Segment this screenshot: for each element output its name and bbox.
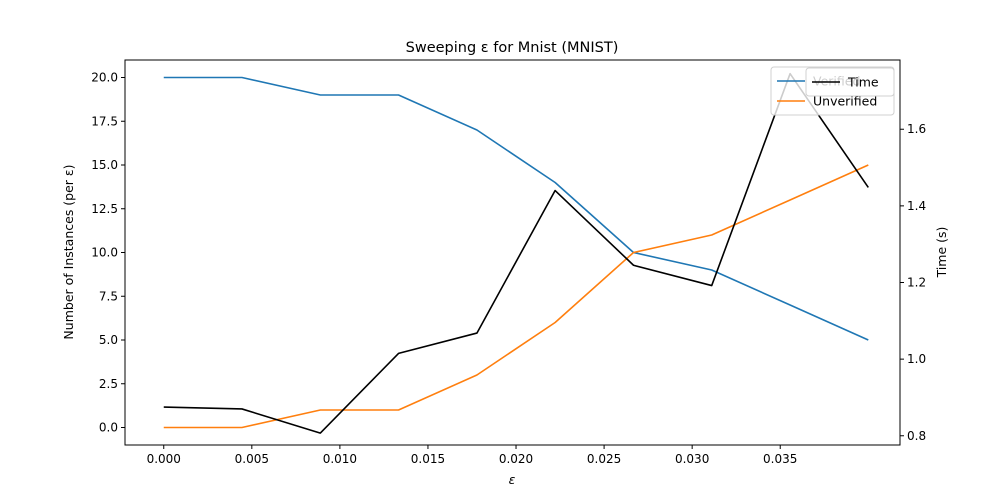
legend-box xyxy=(805,67,895,97)
x-axis-ticks: 0.000 0.005 0.010 0.015 0.020 0.025 0.030 0.035 xyxy=(147,445,797,466)
left-y-tick-label: 7.5 xyxy=(99,289,118,303)
x-tick-label: 0.035 xyxy=(763,452,797,466)
x-tick-label: 0.010 xyxy=(323,452,357,466)
legend-label-unverified: Unverified xyxy=(813,94,877,109)
left-y-tick-label: 10.0 xyxy=(91,246,118,260)
right-y-axis-label: Time (s) xyxy=(934,227,949,279)
right-y-tick-label: 1.6 xyxy=(907,122,926,136)
right-y-axis-ticks: 0.8 1.0 1.2 1.4 1.6 xyxy=(900,122,926,443)
x-tick-label: 0.025 xyxy=(587,452,621,466)
x-tick-label: 0.030 xyxy=(675,452,709,466)
series-line-time xyxy=(163,72,869,434)
right-y-tick-label: 1.2 xyxy=(907,276,926,290)
left-y-tick-label: 2.5 xyxy=(99,377,118,391)
x-tick-label: 0.000 xyxy=(147,452,181,466)
legend-right: Time xyxy=(805,67,895,97)
legend-label-time: Time xyxy=(847,75,879,90)
series-layer xyxy=(163,72,869,434)
series-line-unverified xyxy=(163,164,869,429)
left-y-tick-label: 15.0 xyxy=(91,158,118,172)
left-y-tick-label: 17.5 xyxy=(91,114,118,128)
left-y-tick-label: 20.0 xyxy=(91,71,118,85)
left-y-axis-label: Number of Instances (per ε) xyxy=(61,164,76,339)
chart-title: Sweeping ε for Mnist (MNIST) xyxy=(406,40,619,56)
right-y-tick-label: 0.8 xyxy=(907,429,926,443)
left-y-axis-ticks: 0.0 2.5 5.0 7.5 10.0 12.5 15.0 17.5 20.0 xyxy=(91,71,125,435)
left-y-tick-label: 0.0 xyxy=(99,421,118,435)
left-y-tick-label: 5.0 xyxy=(99,333,118,347)
x-axis-label: ε xyxy=(509,472,516,487)
x-tick-label: 0.015 xyxy=(411,452,445,466)
x-tick-label: 0.020 xyxy=(499,452,533,466)
left-y-tick-label: 12.5 xyxy=(91,202,118,216)
plot-frame xyxy=(124,59,901,446)
x-tick-label: 0.005 xyxy=(235,452,269,466)
right-y-tick-label: 1.0 xyxy=(907,352,926,366)
series-line-verified xyxy=(163,76,869,341)
right-y-tick-label: 1.4 xyxy=(907,199,926,213)
